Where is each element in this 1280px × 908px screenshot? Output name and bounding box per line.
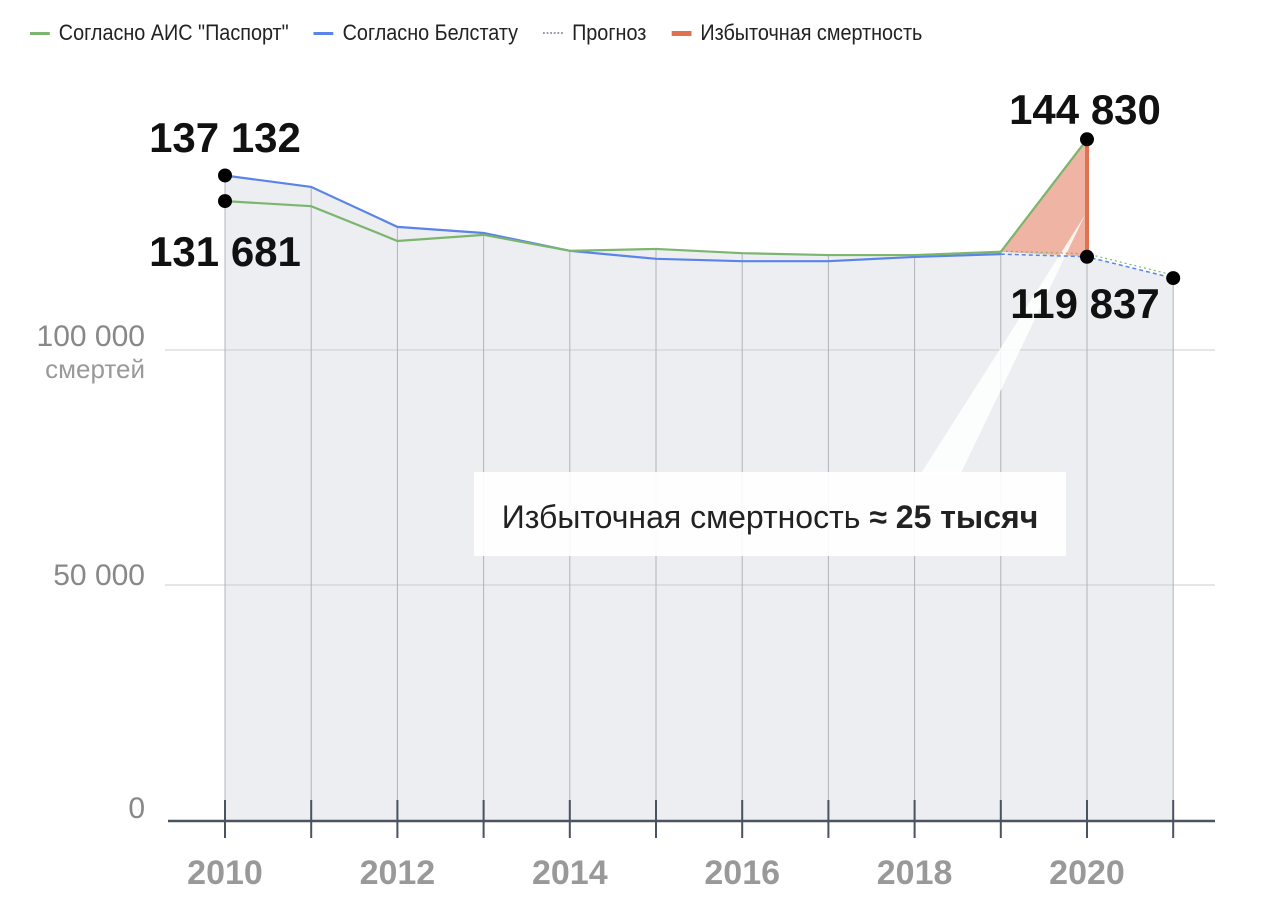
x-tick-label: 2010 [187,854,263,892]
annotation-label: 137 132 [149,114,301,161]
legend-label: Согласно Белстату [342,20,519,45]
legend-item-ais: Согласно АИС "Паспорт" [30,20,289,46]
legend-swatch [671,30,692,36]
legend-label: Согласно АИС "Паспорт" [58,20,289,45]
x-tick-label: 2018 [877,854,953,892]
y-tick-label: 50 000 [53,559,145,592]
belstat-line [224,174,1001,263]
callout-text-part: 25 тысяч [896,499,1039,535]
legend-item-belstat: Согласно Белстату [313,20,519,46]
x-tick-label: 2012 [360,854,436,892]
x-tick-label: 2014 [532,854,608,892]
ais-passport-line [224,138,1088,257]
legend-label: Избыточная смертность [700,20,923,45]
callout-text-part: ≈ [869,499,895,535]
callout-box [474,472,1066,556]
x-tick-label: 2020 [1049,854,1125,892]
data-point-marker [1166,271,1181,286]
legend-item-forecast: Прогноз [543,20,646,46]
callout-pointer [920,215,1085,475]
annotation-label: 131 681 [149,228,301,275]
legend: Согласно АИС "Паспорт" Согласно Белстату… [30,20,922,46]
legend-item-excess: Избыточная смертность [671,20,923,46]
y-unit-label: смертей [45,354,145,384]
callout-text-part: Избыточная смертность [502,499,870,535]
annotation-label: 119 837 [1010,280,1160,327]
data-point-marker [218,168,232,183]
y-tick-label: 100 000 [37,320,145,353]
x-tick-label: 2016 [704,854,780,892]
y-tick-label: 0 [128,792,145,825]
legend-swatch [543,32,564,34]
data-point-marker [1080,132,1094,147]
data-point-marker [1080,249,1094,264]
data-point-marker [218,194,232,209]
legend-label: Прогноз [572,20,647,45]
annotation-label: 144 830 [1009,86,1161,133]
callout-text: Избыточная смертность ≈ 25 тысяч [502,499,1039,535]
legend-swatch [30,31,50,35]
legend-swatch [313,31,334,35]
